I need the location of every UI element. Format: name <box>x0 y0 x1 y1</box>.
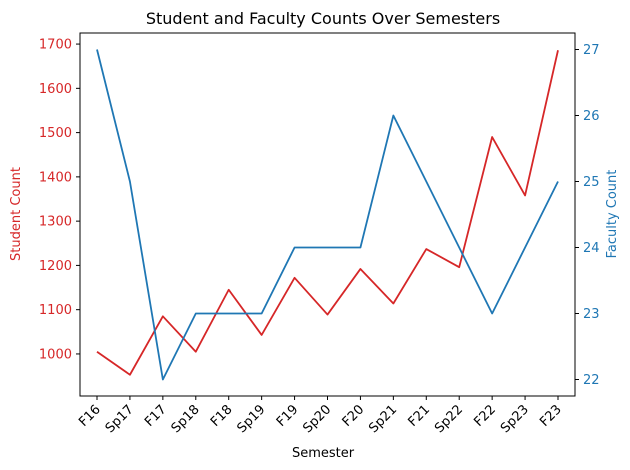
faculty-count-line <box>96 49 559 381</box>
y-left-tick-label: 1000 <box>39 347 72 362</box>
y-left-axis-label: Student Count <box>9 167 24 261</box>
y-right-tick-label: 26 <box>583 109 600 124</box>
y-left-tick-label: 1200 <box>39 259 72 274</box>
y-right-tick-label: 23 <box>583 307 600 322</box>
y-left-tick-label: 1500 <box>39 126 72 141</box>
y-left-tick-label: 1400 <box>39 170 72 185</box>
y-right-tick-label: 25 <box>583 175 600 190</box>
plot-frame <box>79 32 576 397</box>
x-tick-label: Sp17 <box>103 402 137 436</box>
x-tick-label: F19 <box>274 402 302 430</box>
y-right-tick-label: 22 <box>583 373 600 388</box>
x-tick-label: F22 <box>471 402 499 430</box>
student-count-line <box>96 50 559 376</box>
x-tick-label: Sp18 <box>169 402 203 436</box>
y-right-tick-label: 27 <box>583 43 600 58</box>
x-tick-label: Sp22 <box>432 402 466 436</box>
plot-area: 1000 1100 1200 1300 1400 1500 1600 1700 22 23 24 25… <box>39 32 600 436</box>
x-tick-label: F17 <box>142 402 170 430</box>
y-left-tick-label: 1700 <box>39 38 72 53</box>
x-tick-label: Sp23 <box>498 402 532 436</box>
y-left-tick-label: 1300 <box>39 215 72 230</box>
x-tick-label: Sp21 <box>366 402 400 436</box>
x-axis-label: Semester <box>292 446 355 461</box>
x-tick-label: F20 <box>340 402 368 430</box>
chart-title: Student and Faculty Counts Over Semester… <box>146 9 500 28</box>
x-tick-label: F23 <box>537 402 565 430</box>
x-tick-label: F16 <box>76 402 104 430</box>
y-left-tick-label: 1100 <box>39 303 72 318</box>
y-left-tick-label: 1600 <box>39 82 72 97</box>
x-tick-label: F21 <box>406 402 434 430</box>
x-tick-label: Sp19 <box>234 402 268 436</box>
x-tick-label: F18 <box>208 402 236 430</box>
y-right-axis-label: Faculty Count <box>605 170 620 259</box>
y-right-tick-label: 24 <box>583 241 600 256</box>
x-tick-label: Sp20 <box>300 402 334 436</box>
